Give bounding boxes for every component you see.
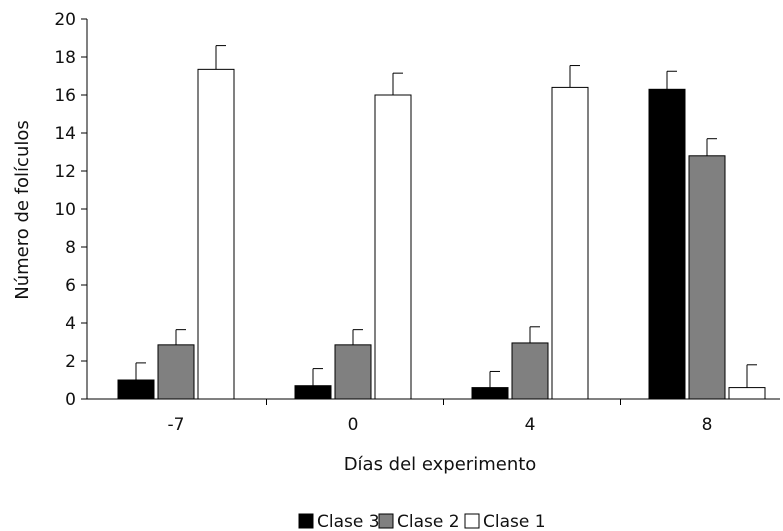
- y-tick-label: 18: [54, 48, 76, 68]
- y-tick-label: 20: [54, 10, 76, 30]
- bar-clase-3: [471, 387, 509, 400]
- bar-clase-1: [728, 387, 766, 400]
- legend-label: Clase 2: [397, 512, 460, 531]
- x-axis-title: Días del experimento: [344, 454, 537, 475]
- bar-clase-3: [117, 379, 155, 400]
- legend: Clase 3 Clase 2 Clase 1: [298, 512, 546, 531]
- y-tick-label: 0: [65, 390, 76, 410]
- legend-swatch: [378, 513, 394, 529]
- bar-clase-1: [197, 68, 235, 400]
- y-tick-label: 8: [65, 238, 76, 258]
- y-tick-label: 6: [65, 276, 76, 296]
- bar-clase-2: [511, 342, 549, 400]
- legend-swatch: [298, 513, 314, 529]
- plot-area: 0 2 4 6 8 10 12 14 16 18 20 -7 0 4 8: [54, 10, 780, 435]
- bar-clase-2: [688, 155, 726, 400]
- x-tick-label: 0: [348, 415, 359, 435]
- bar-clase-2: [334, 344, 372, 400]
- bar-clase-3: [294, 385, 332, 400]
- y-tick-label: 2: [65, 352, 76, 372]
- bar-clase-1: [374, 94, 412, 400]
- bar-clase-1: [551, 86, 589, 400]
- x-tick-label: 4: [525, 415, 536, 435]
- y-axis-title: Número de folículos: [12, 120, 33, 300]
- y-tick-label: 10: [54, 200, 76, 220]
- y-tick-label: 14: [54, 124, 76, 144]
- y-tick-label: 16: [54, 86, 76, 106]
- x-tick-label: -7: [168, 415, 185, 435]
- bar-clase-2: [157, 344, 195, 400]
- legend-swatch: [464, 513, 480, 529]
- legend-label: Clase 1: [483, 512, 546, 531]
- y-tick-label: 4: [65, 314, 76, 334]
- legend-label: Clase 3: [317, 512, 380, 531]
- y-tick-label: 12: [54, 162, 76, 182]
- bar-clase-3: [648, 88, 686, 400]
- x-tick-label: 8: [702, 415, 713, 435]
